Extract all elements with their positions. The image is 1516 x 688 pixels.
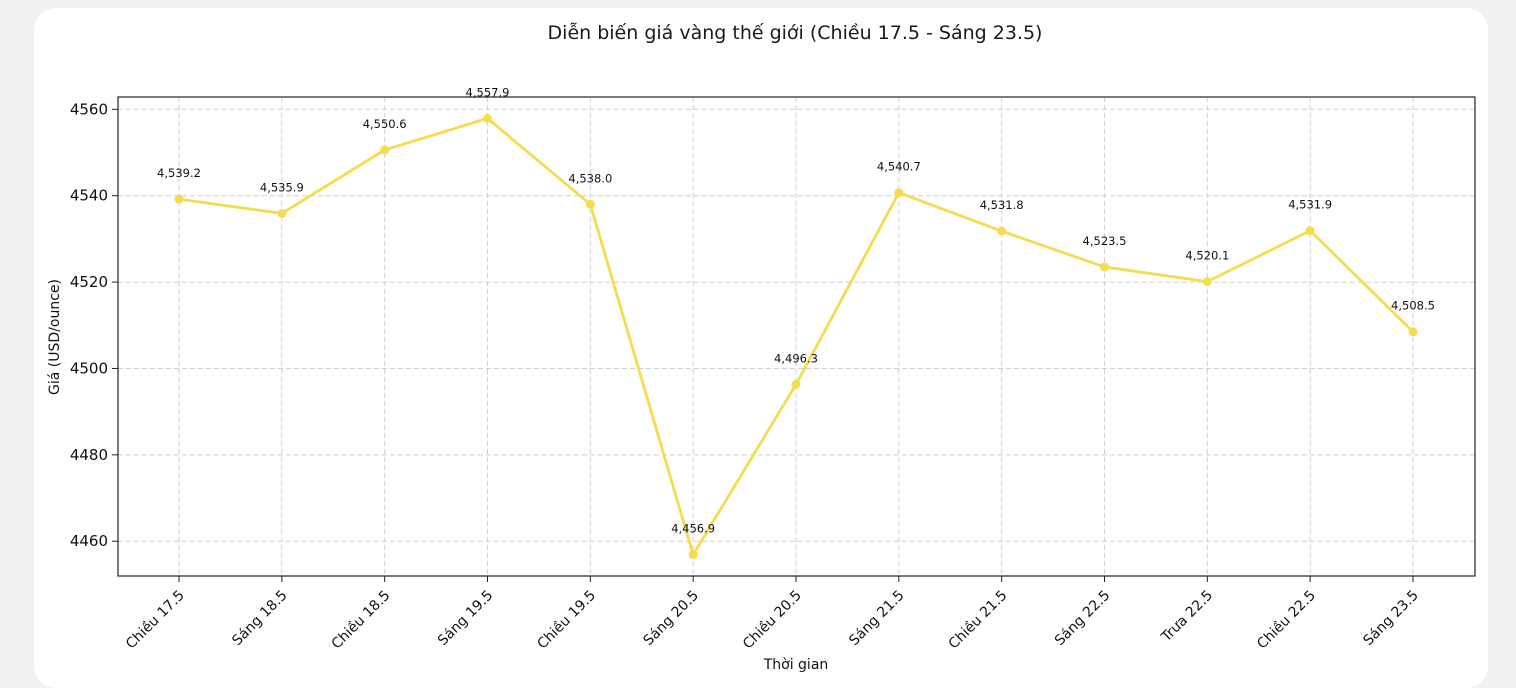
x-axis-label: Thời gian [763,657,829,673]
x-tick-label: Sáng 23.5 [1360,588,1421,649]
plot-area-frame [117,96,1476,577]
y-tick-label: 4460 [70,532,108,550]
y-tick-label: 4560 [70,100,108,118]
data-point [791,379,801,389]
data-point [894,188,904,198]
data-point [1100,262,1109,272]
data-points [174,113,1418,560]
x-tick-label: Chiều 20.5 [739,587,805,653]
y-tick-label: 4500 [70,359,108,377]
chart-card [34,8,1488,688]
y-tick-label: 4540 [70,187,108,205]
y-tick-label: 4520 [70,273,108,291]
line-chart: 4460 4480 4500 4520 4540 4560 Chiều 17.5 Sáng … [47,85,1476,673]
data-point [997,226,1007,236]
x-tick-label: Sáng 18.5 [229,588,290,649]
data-point [1408,327,1418,337]
data-label: 4,535.9 [260,180,304,194]
data-point [380,145,390,155]
data-label: 4,523.5 [1083,234,1127,248]
y-axis: 4460 4480 4500 4520 4540 4560 [70,100,118,550]
x-tick-label: Sáng 20.5 [641,588,702,649]
x-tick-label: Trưa 22.5 [1158,588,1216,646]
data-point [1305,226,1315,236]
x-tick-label: Sáng 22.5 [1052,588,1113,649]
data-label: 4,540.7 [877,160,921,174]
x-tick-label: Chiều 21.5 [945,587,1011,653]
grid-layer [118,97,1475,576]
data-point [585,199,595,209]
data-labels: 4,539.2 4,535.9 4,550.6 4,557.9 4,538.0 4,456… [157,85,1435,535]
x-tick-label: Chiều 17.5 [122,587,188,653]
data-point [483,113,492,123]
data-label: 4,531.9 [1288,198,1332,212]
x-tick-label: Chiều 19.5 [534,587,600,653]
data-label: 4,508.5 [1391,299,1435,313]
data-label: 4,520.1 [1185,249,1229,263]
y-tick-label: 4480 [70,446,108,464]
x-tick-label: Sáng 21.5 [846,588,907,649]
x-tick-label: Chiều 18.5 [328,587,394,653]
x-tick-label: Sáng 19.5 [435,588,496,649]
data-label: 4,496.3 [774,351,818,365]
data-label: 4,531.8 [980,198,1024,212]
data-label: 4,456.9 [671,522,715,536]
data-point [1202,277,1212,287]
chart-title: Diễn biến giá vàng thế giới (Chiều 17.5 … [547,22,1043,44]
data-point [688,550,698,560]
data-label: 4,539.2 [157,166,201,180]
x-tick-label: Chiều 22.5 [1253,587,1319,653]
data-label: 4,538.0 [568,171,612,185]
data-label: 4,550.6 [363,117,407,131]
data-point [174,194,184,204]
x-axis: Chiều 17.5 Sáng 18.5 Chiều 18.5 Sáng 19.5 Ch… [122,576,1422,652]
data-point [277,208,287,218]
y-axis-label: Giá (USD/ounce) [47,279,63,395]
data-label: 4,557.9 [466,85,510,99]
